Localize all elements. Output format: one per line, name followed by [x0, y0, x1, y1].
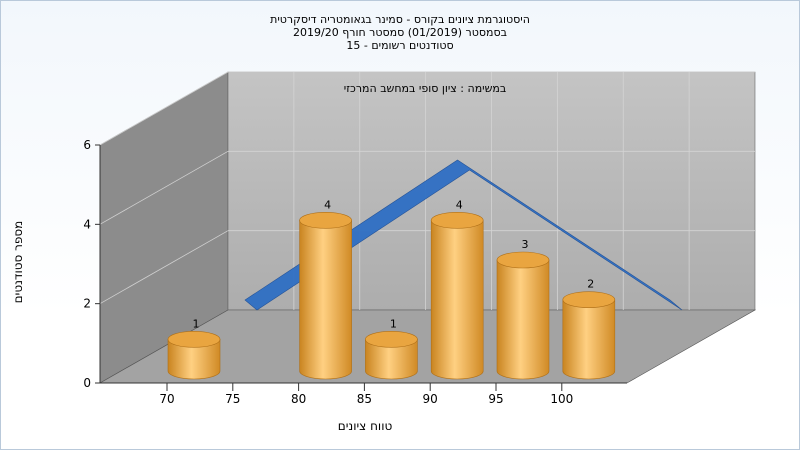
x-tick-label: 90 — [423, 392, 438, 406]
x-tick-label: 100 — [550, 392, 573, 406]
bar-top — [430, 212, 484, 229]
bars: 1 4 1 4 3 2 — [167, 198, 616, 380]
chart-title-line-2: בסמסטר (01/2019) סמסטר חורף 2019/20 — [293, 26, 507, 39]
grid-lines — [99, 71, 755, 310]
x-tick-label: 75 — [225, 392, 240, 406]
bar-value-label: 4 — [456, 198, 463, 211]
bar: 3 — [496, 238, 550, 380]
y-axis-ticks: 0 2 4 6 — [83, 138, 100, 390]
y-axis-title: מספר סטודנטים — [11, 221, 25, 304]
distribution-curve — [244, 159, 683, 311]
bar-value-label: 3 — [522, 238, 529, 251]
chart-title-line-3: סטודנטים רשומים - 15 — [346, 39, 453, 52]
bar-top — [299, 212, 352, 229]
side-gridline — [99, 230, 229, 305]
x-axis-ticks: 70 75 80 85 90 95 100 — [159, 383, 573, 406]
bar-value-label: 2 — [587, 278, 594, 291]
bar-body — [496, 259, 550, 380]
bar: 4 — [299, 198, 352, 380]
bar-top — [365, 331, 418, 348]
y-tick-label: 0 — [83, 376, 91, 390]
bar-top — [496, 251, 550, 269]
chart-annotation: במשימה : ציון סופי במחשב המרכזי — [344, 82, 507, 95]
bar-body — [430, 220, 484, 380]
y-tick-label: 6 — [83, 138, 91, 152]
x-tick-label: 80 — [291, 392, 306, 406]
x-axis-title: טווח ציונים — [338, 419, 393, 433]
y-tick-label: 2 — [83, 297, 91, 311]
curve-ribbon — [244, 159, 683, 311]
x-tick-label: 85 — [357, 392, 372, 406]
bar-value-label: 4 — [324, 198, 331, 211]
bar: 1 — [365, 317, 418, 380]
bar-top — [562, 291, 616, 308]
bar-body — [167, 339, 221, 380]
bar-body — [299, 220, 352, 380]
bar: 4 — [430, 198, 484, 380]
bar: 2 — [562, 278, 616, 380]
side-gridline — [99, 150, 229, 225]
chart-title-line-1: היסטוגרמת ציונים בקורס - סמינר בגאומטריה… — [270, 13, 530, 26]
bar-body — [562, 299, 616, 380]
bar-value-label: 1 — [193, 317, 200, 330]
bar: 1 — [167, 317, 221, 380]
bar-top — [167, 331, 221, 348]
side-gridline — [99, 71, 229, 146]
bar-body — [365, 339, 418, 380]
x-tick-label: 95 — [488, 392, 503, 406]
x-tick-label: 70 — [159, 392, 174, 406]
bar-value-label: 1 — [390, 317, 397, 330]
y-tick-label: 4 — [83, 217, 91, 231]
